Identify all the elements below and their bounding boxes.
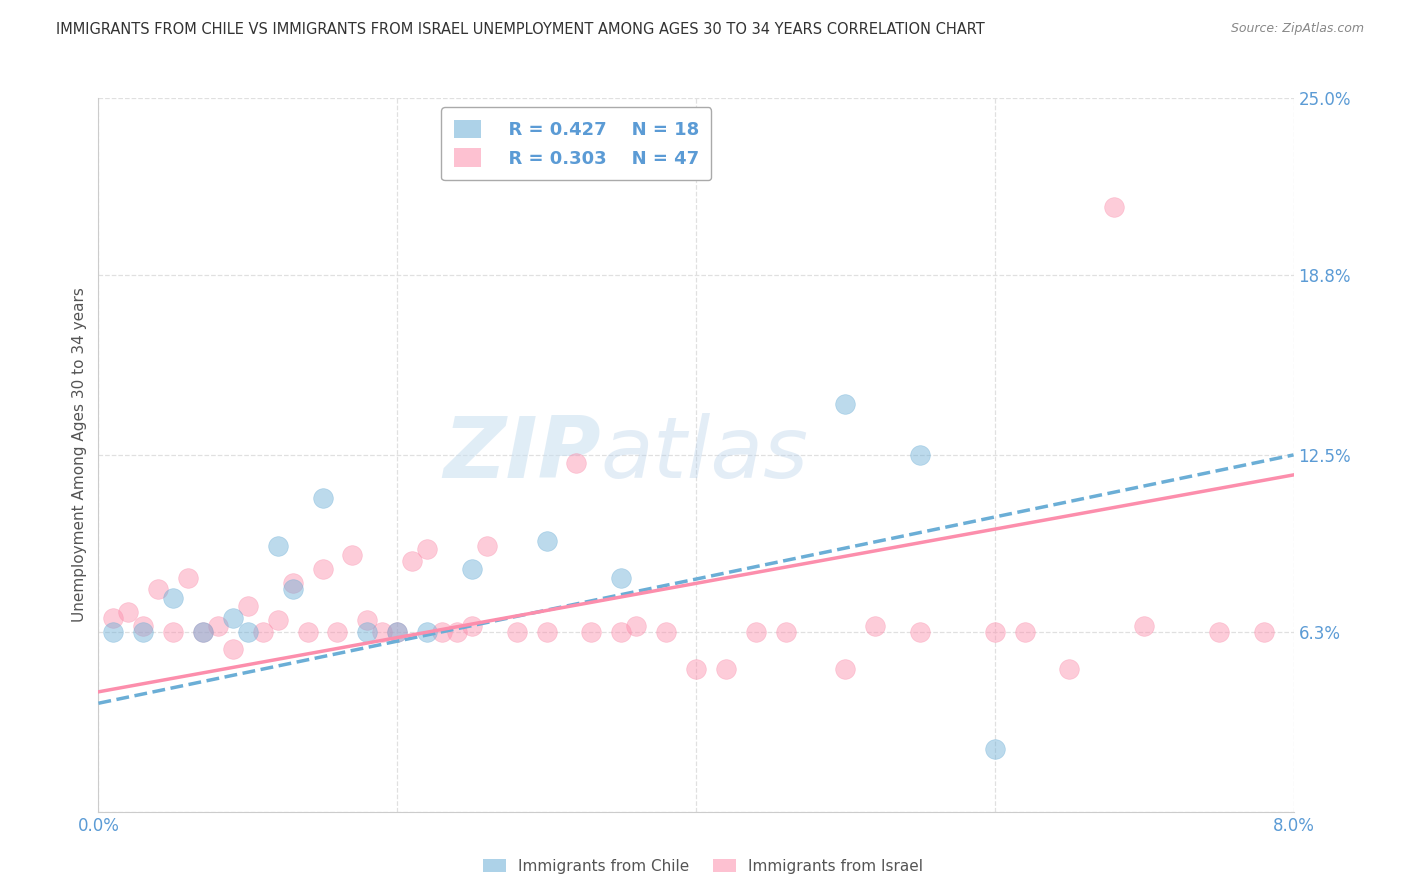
Point <box>103 624 125 639</box>
Point <box>401 553 423 567</box>
Point <box>536 624 558 639</box>
Point <box>1014 624 1036 639</box>
Point <box>1208 624 1230 639</box>
Point <box>1133 619 1156 633</box>
Point <box>983 742 1005 756</box>
Point <box>430 624 453 639</box>
Point <box>834 396 856 410</box>
Point <box>132 624 155 639</box>
Point <box>536 533 558 548</box>
Point <box>162 624 184 639</box>
Point <box>267 614 290 628</box>
Legend: Immigrants from Chile, Immigrants from Israel: Immigrants from Chile, Immigrants from I… <box>477 853 929 880</box>
Point <box>191 624 214 639</box>
Point <box>385 624 409 639</box>
Point <box>222 610 245 624</box>
Point <box>610 624 633 639</box>
Point <box>983 624 1005 639</box>
Point <box>356 614 378 628</box>
Point <box>416 542 439 557</box>
Point <box>356 624 378 639</box>
Point <box>117 605 139 619</box>
Point <box>834 662 856 676</box>
Point <box>342 548 364 562</box>
Point <box>461 619 484 633</box>
Point <box>655 624 678 639</box>
Point <box>416 624 439 639</box>
Point <box>132 619 155 633</box>
Point <box>1059 662 1081 676</box>
Y-axis label: Unemployment Among Ages 30 to 34 years: Unemployment Among Ages 30 to 34 years <box>72 287 87 623</box>
Point <box>908 448 931 462</box>
Point <box>267 539 290 553</box>
Legend:   R = 0.427    N = 18,   R = 0.303    N = 47: R = 0.427 N = 18, R = 0.303 N = 47 <box>441 107 711 180</box>
Point <box>311 562 333 576</box>
Point <box>1253 624 1275 639</box>
Point <box>222 642 245 657</box>
Point <box>461 562 484 576</box>
Point <box>714 662 737 676</box>
Point <box>863 619 886 633</box>
Point <box>385 624 409 639</box>
Point <box>565 457 588 471</box>
Text: ZIP: ZIP <box>443 413 600 497</box>
Point <box>775 624 797 639</box>
Point <box>610 571 633 585</box>
Point <box>685 662 707 676</box>
Point <box>475 539 498 553</box>
Point <box>908 624 931 639</box>
Point <box>506 624 529 639</box>
Text: IMMIGRANTS FROM CHILE VS IMMIGRANTS FROM ISRAEL UNEMPLOYMENT AMONG AGES 30 TO 34: IMMIGRANTS FROM CHILE VS IMMIGRANTS FROM… <box>56 22 986 37</box>
Point <box>252 624 274 639</box>
Point <box>371 624 394 639</box>
Point <box>326 624 349 639</box>
Point <box>281 576 304 591</box>
Point <box>446 624 468 639</box>
Point <box>624 619 647 633</box>
Point <box>191 624 214 639</box>
Point <box>162 591 184 605</box>
Point <box>148 582 170 596</box>
Point <box>236 624 259 639</box>
Point <box>236 599 259 614</box>
Point <box>177 571 200 585</box>
Point <box>297 624 319 639</box>
Point <box>1102 200 1125 214</box>
Point <box>581 624 603 639</box>
Point <box>281 582 304 596</box>
Point <box>311 491 333 505</box>
Point <box>103 610 125 624</box>
Point <box>207 619 229 633</box>
Text: atlas: atlas <box>600 413 808 497</box>
Text: Source: ZipAtlas.com: Source: ZipAtlas.com <box>1230 22 1364 36</box>
Point <box>745 624 768 639</box>
